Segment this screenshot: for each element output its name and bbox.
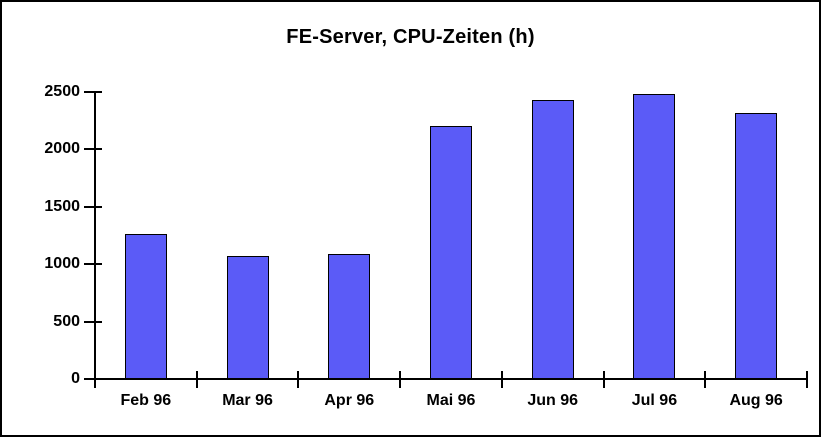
y-tick-1500 [84, 205, 102, 208]
x-tick-3 [399, 371, 402, 388]
bar-apr-96 [328, 253, 371, 379]
x-category-label-jul-96: Jul 96 [631, 392, 678, 409]
y-tick-label-500: 500 [53, 312, 80, 330]
x-tick-2 [297, 371, 300, 388]
y-tick-label-0: 0 [71, 370, 80, 387]
x-tick-5 [602, 371, 605, 388]
y-axis [94, 92, 96, 379]
x-category-label-apr-96: Apr 96 [324, 392, 375, 409]
x-category-label-mai-96: Mai 96 [426, 392, 476, 409]
y-tick-label-1500: 1500 [44, 197, 80, 215]
bar-aug-96 [735, 112, 778, 379]
y-tick-label-2500: 2500 [44, 83, 80, 100]
chart-title: FE-Server, CPU-Zeiten (h) [286, 26, 535, 48]
x-category-label-jun-96: Jun 96 [527, 392, 579, 409]
y-tick-0 [84, 378, 102, 380]
x-tick-7 [806, 371, 808, 388]
x-tick-1 [195, 371, 198, 388]
y-tick-2500 [84, 91, 102, 93]
bar-mar-96 [226, 256, 269, 379]
x-category-label-feb-96: Feb 96 [120, 392, 172, 409]
bar-jun-96 [531, 100, 574, 379]
x-axis [94, 378, 808, 380]
y-tick-label-1000: 1000 [44, 255, 80, 273]
y-tick-2000 [84, 148, 102, 151]
bar-mai-96 [430, 126, 472, 379]
bar-feb-96 [124, 234, 167, 379]
x-tick-0 [94, 371, 96, 388]
y-tick-500 [84, 320, 102, 323]
bar-jul-96 [633, 94, 676, 379]
x-tick-4 [500, 371, 503, 388]
x-category-label-mar-96: Mar 96 [222, 392, 273, 409]
x-category-label-aug-96: Aug 96 [729, 392, 783, 409]
plot-area: 0 500 1000 1500 2000 2500 Feb 96 Mar 96 Apr 96 Ma… [44, 83, 808, 409]
y-tick-label-2000: 2000 [44, 140, 80, 158]
x-tick-6 [704, 371, 707, 388]
y-tick-1000 [84, 263, 102, 266]
